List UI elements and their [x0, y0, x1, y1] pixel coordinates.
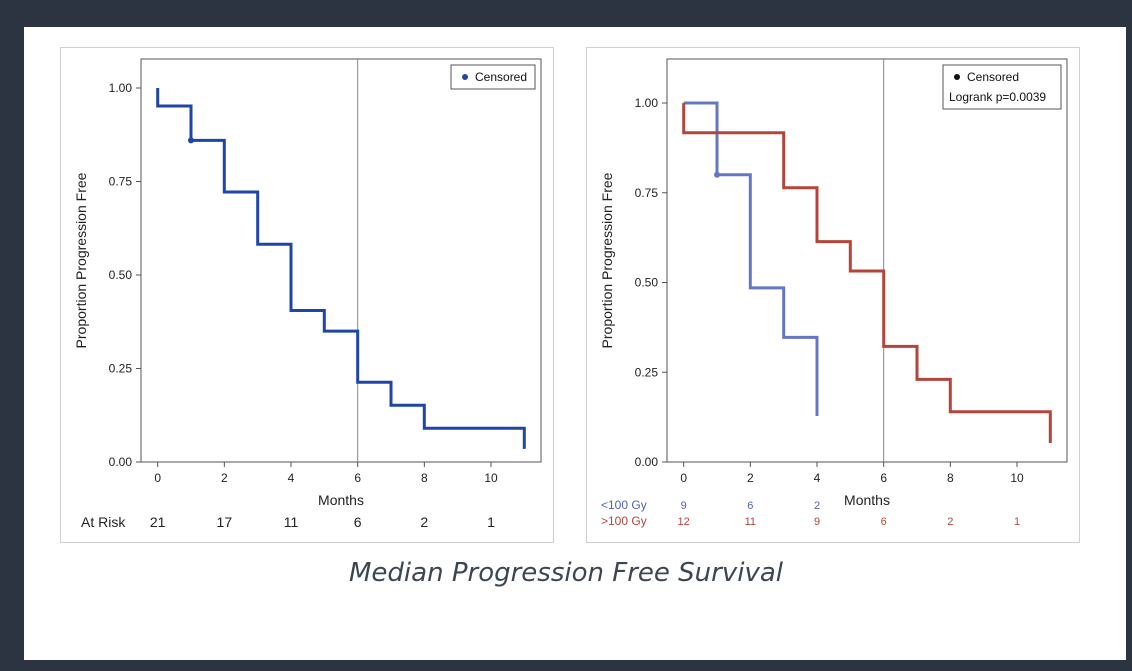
at-risk-count: 17: [217, 514, 233, 530]
plot-area-frame: [140, 58, 542, 463]
at-risk-count: 6: [747, 500, 753, 512]
y-tick-label: 0.25: [109, 362, 133, 376]
series-line-overall: [156, 88, 526, 449]
x-tick-label: 6: [354, 471, 361, 485]
at-risk-count: 2: [947, 516, 953, 528]
at-risk-count: 11: [284, 514, 299, 530]
slide-frame: 0.00 0.25 0.50 0.75 1.00 0 2 4 6 8 10 Months Proport…: [24, 27, 1126, 660]
x-tick-label: 8: [947, 471, 954, 485]
at-risk-count: 9: [681, 500, 687, 512]
y-tick-label: 0.75: [635, 186, 659, 200]
censored-marker: [714, 171, 720, 178]
at-risk-row-label: <100 Gy: [601, 498, 647, 512]
censored-marker: [188, 137, 194, 144]
at-risk-count: 1: [487, 514, 495, 530]
x-tick-label: 2: [221, 471, 228, 485]
legend-censored-label: Censored: [475, 70, 527, 84]
x-tick-label: 4: [288, 471, 295, 485]
x-tick-label: 6: [880, 471, 887, 485]
at-risk-count: 9: [814, 516, 820, 528]
x-tick-label: 8: [421, 471, 428, 485]
x-tick-label: 10: [484, 471, 498, 485]
y-tick-label: 0.00: [635, 455, 659, 469]
at-risk-row-label: >100 Gy: [601, 514, 647, 528]
at-risk-count: 2: [420, 514, 428, 530]
x-tick-label: 2: [747, 471, 754, 485]
y-tick-label: 1.00: [635, 96, 659, 110]
figure-caption: Median Progression Free Survival: [349, 558, 783, 588]
at-risk-label: At Risk: [81, 514, 126, 530]
km-chart-overall: 0.00 0.25 0.50 0.75 1.00 0 2 4 6 8 10 Months Proport…: [60, 47, 554, 543]
x-tick-label: 0: [154, 471, 161, 485]
legend-box: [942, 64, 1062, 110]
x-axis-label: Months: [318, 492, 364, 508]
at-risk-count: 11: [745, 516, 756, 528]
series-line--100-gy: [683, 101, 819, 416]
at-risk-count: 21: [150, 514, 166, 530]
km-chart-by-dose-svg: 0.00 0.25 0.50 0.75 1.00 0 2 4 6 8 10 Months Proport…: [599, 58, 1068, 528]
legend-censored-marker: [462, 74, 468, 80]
at-risk-count: 12: [678, 516, 690, 528]
x-tick-label: 10: [1010, 471, 1024, 485]
legend-censored-marker: [954, 74, 960, 80]
plot-area-frame: [666, 58, 1068, 463]
y-tick-label: 0.25: [635, 365, 659, 379]
y-tick-label: 0.00: [109, 455, 133, 469]
x-tick-label: 0: [680, 471, 687, 485]
x-axis-label: Months: [844, 492, 890, 508]
km-chart-overall-svg: 0.00 0.25 0.50 0.75 1.00 0 2 4 6 8 10 Months Proport…: [73, 58, 542, 530]
at-risk-count: 6: [881, 516, 887, 528]
at-risk-count: 2: [814, 500, 820, 512]
at-risk-count: 6: [354, 514, 362, 530]
legend-logrank-label: Logrank p=0.0039: [949, 90, 1046, 104]
y-tick-label: 1.00: [109, 81, 133, 95]
km-chart-by-dose: 0.00 0.25 0.50 0.75 1.00 0 2 4 6 8 10 Months Proport…: [586, 47, 1080, 543]
legend-censored-label: Censored: [967, 70, 1019, 84]
y-tick-label: 0.50: [109, 268, 133, 282]
at-risk-count: 1: [1014, 516, 1020, 528]
series-line--100-gy: [682, 103, 1052, 443]
y-axis-label: Proportion Progression Free: [73, 172, 89, 348]
y-tick-label: 0.50: [635, 276, 659, 290]
x-tick-label: 4: [814, 471, 821, 485]
y-axis-label: Proportion Progression Free: [599, 172, 615, 348]
y-tick-label: 0.75: [109, 175, 133, 189]
